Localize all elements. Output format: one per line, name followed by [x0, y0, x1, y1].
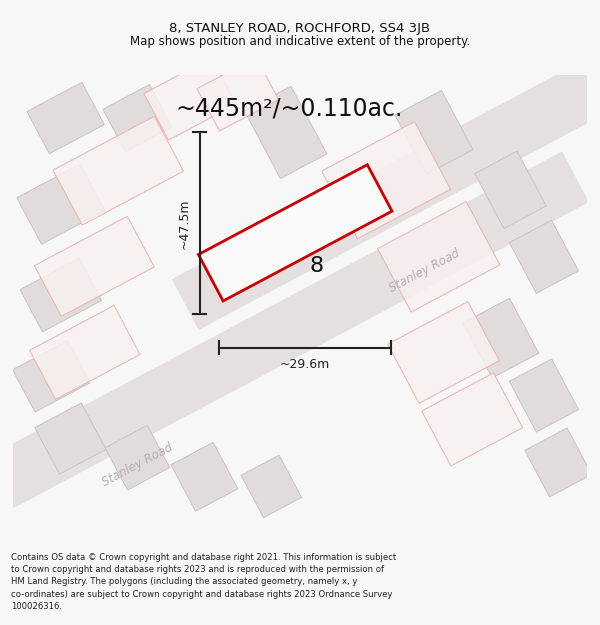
Polygon shape	[422, 373, 523, 466]
Polygon shape	[35, 403, 106, 474]
Text: Map shows position and indicative extent of the property.: Map shows position and indicative extent…	[130, 36, 470, 48]
Text: ~445m²/~0.110ac.: ~445m²/~0.110ac.	[176, 96, 403, 121]
Polygon shape	[20, 258, 101, 332]
Polygon shape	[105, 425, 170, 490]
Polygon shape	[525, 428, 592, 497]
Polygon shape	[377, 201, 500, 312]
Polygon shape	[13, 341, 90, 412]
Polygon shape	[103, 84, 172, 151]
Polygon shape	[509, 359, 578, 432]
Polygon shape	[172, 55, 600, 330]
Text: Stanley Road: Stanley Road	[387, 247, 462, 295]
Polygon shape	[395, 91, 473, 174]
Text: ~47.5m: ~47.5m	[178, 198, 191, 249]
Polygon shape	[322, 122, 451, 239]
Polygon shape	[27, 82, 104, 154]
Polygon shape	[463, 298, 539, 378]
Polygon shape	[475, 151, 546, 229]
Polygon shape	[171, 442, 238, 511]
Polygon shape	[244, 86, 327, 179]
Polygon shape	[509, 220, 578, 293]
Text: Contains OS data © Crown copyright and database right 2021. This information is : Contains OS data © Crown copyright and d…	[11, 553, 396, 611]
Polygon shape	[29, 306, 140, 399]
Text: Stanley Road: Stanley Road	[100, 441, 175, 489]
Polygon shape	[241, 455, 302, 518]
Polygon shape	[0, 151, 589, 516]
Polygon shape	[197, 58, 278, 131]
Polygon shape	[53, 116, 184, 225]
Polygon shape	[17, 164, 105, 244]
Polygon shape	[388, 301, 499, 403]
Text: ~29.6m: ~29.6m	[280, 358, 330, 371]
Text: 8: 8	[309, 256, 323, 276]
Polygon shape	[34, 216, 154, 316]
Polygon shape	[144, 58, 236, 140]
Text: 8, STANLEY ROAD, ROCHFORD, SS4 3JB: 8, STANLEY ROAD, ROCHFORD, SS4 3JB	[169, 22, 431, 34]
Polygon shape	[199, 165, 392, 301]
